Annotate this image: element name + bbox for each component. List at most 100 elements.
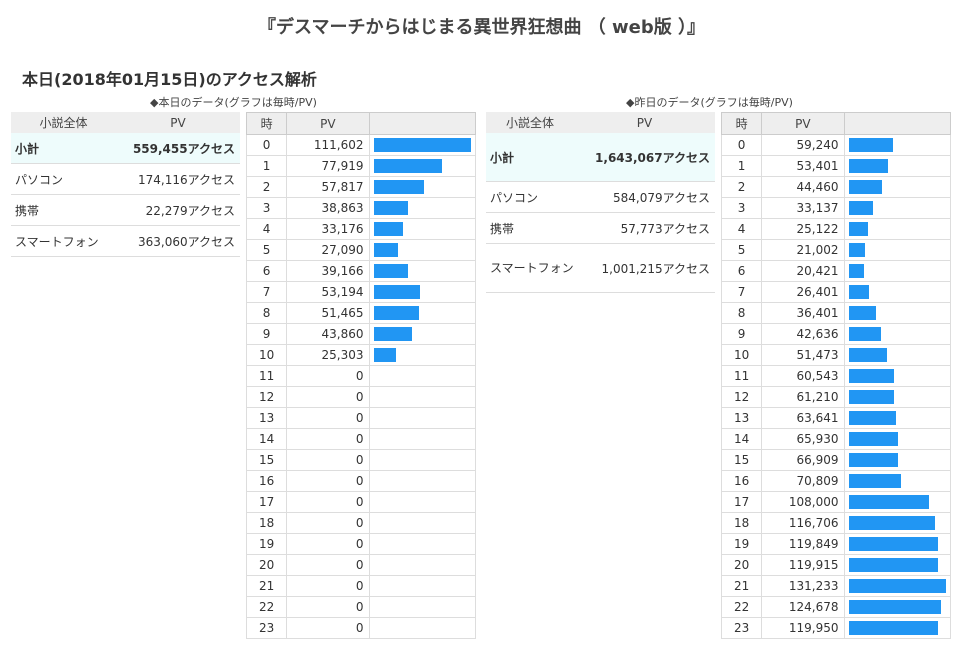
bar-cell xyxy=(843,512,952,534)
bar-cell xyxy=(368,470,477,492)
pv-cell: 124,678 xyxy=(761,596,845,618)
pv-cell: 0 xyxy=(286,470,370,492)
bar-cell xyxy=(368,512,477,534)
bar-cell xyxy=(843,533,952,555)
summary-value: 363,060アクセス xyxy=(116,225,240,257)
pv-cell: 33,176 xyxy=(286,218,370,240)
hour-cell: 7 xyxy=(245,281,288,303)
bar-cell xyxy=(368,386,477,408)
hour-cell: 6 xyxy=(245,260,288,282)
hourly-row: 13 0 xyxy=(245,407,477,429)
hour-cell: 3 xyxy=(720,197,763,219)
hour-cell: 18 xyxy=(245,512,288,534)
bar-cell xyxy=(368,596,477,618)
hour-cell: 17 xyxy=(245,491,288,513)
pv-bar xyxy=(373,159,442,173)
hourly-header-pv: PV xyxy=(286,112,370,135)
pv-cell: 116,706 xyxy=(761,512,845,534)
hourly-row: 11 60,543 xyxy=(720,365,952,387)
hour-cell: 21 xyxy=(245,575,288,597)
summary-label: パソコン xyxy=(11,163,116,195)
pv-cell: 0 xyxy=(286,575,370,597)
bar-cell xyxy=(843,260,952,282)
pv-bar xyxy=(373,180,424,194)
hourly-row: 9 42,636 xyxy=(720,323,952,345)
hour-cell: 21 xyxy=(720,575,763,597)
bar-cell xyxy=(843,176,952,198)
hour-cell: 4 xyxy=(245,218,288,240)
pv-cell: 63,641 xyxy=(761,407,845,429)
pv-cell: 53,194 xyxy=(286,281,370,303)
hour-cell: 18 xyxy=(720,512,763,534)
pv-bar xyxy=(848,138,893,152)
hourly-row: 10 25,303 xyxy=(245,344,477,366)
hourly-row: 23 0 xyxy=(245,617,477,639)
summary-value: 57,773アクセス xyxy=(574,212,715,244)
pv-cell: 38,863 xyxy=(286,197,370,219)
pv-cell: 119,849 xyxy=(761,533,845,555)
hourly-row: 8 51,465 xyxy=(245,302,477,324)
pv-bar xyxy=(848,600,941,614)
summary-value: 1,001,215アクセス xyxy=(574,243,715,293)
summary-row-smartphone: スマートフォン 1,001,215アクセス xyxy=(486,243,715,293)
hour-cell: 20 xyxy=(245,554,288,576)
hour-cell: 6 xyxy=(720,260,763,282)
pv-bar xyxy=(373,264,408,278)
summary-label: 小計 xyxy=(486,133,574,182)
yesterday-caption: ◆昨日のデータ(グラフは毎時/PV) xyxy=(626,96,793,109)
pv-bar xyxy=(848,201,873,215)
pv-cell: 44,460 xyxy=(761,176,845,198)
pv-cell: 0 xyxy=(286,596,370,618)
pv-cell: 36,401 xyxy=(761,302,845,324)
pv-cell: 0 xyxy=(286,554,370,576)
hourly-header-pv: PV xyxy=(761,112,845,135)
pv-cell: 0 xyxy=(286,365,370,387)
pv-cell: 57,817 xyxy=(286,176,370,198)
hour-cell: 12 xyxy=(245,386,288,408)
bar-cell xyxy=(368,554,477,576)
hourly-row: 1 53,401 xyxy=(720,155,952,177)
hourly-row: 19 119,849 xyxy=(720,533,952,555)
pv-cell: 0 xyxy=(286,533,370,555)
bar-cell xyxy=(368,155,477,177)
hourly-row: 12 61,210 xyxy=(720,386,952,408)
pv-cell: 111,602 xyxy=(286,134,370,156)
bar-cell xyxy=(843,239,952,261)
pv-bar xyxy=(373,348,396,362)
hourly-row: 9 43,860 xyxy=(245,323,477,345)
pv-bar xyxy=(848,432,898,446)
pv-cell: 27,090 xyxy=(286,239,370,261)
pv-cell: 0 xyxy=(286,407,370,429)
hour-cell: 7 xyxy=(720,281,763,303)
bar-cell xyxy=(843,218,952,240)
hour-cell: 8 xyxy=(245,302,288,324)
pv-cell: 119,915 xyxy=(761,554,845,576)
bar-cell xyxy=(843,470,952,492)
summary-label: 携帯 xyxy=(11,194,116,226)
bar-cell xyxy=(368,407,477,429)
bar-cell xyxy=(368,575,477,597)
hour-cell: 2 xyxy=(720,176,763,198)
pv-bar xyxy=(373,222,403,236)
hour-cell: 3 xyxy=(245,197,288,219)
hourly-row: 21 131,233 xyxy=(720,575,952,597)
hourly-row: 15 66,909 xyxy=(720,449,952,471)
pv-cell: 131,233 xyxy=(761,575,845,597)
pv-bar xyxy=(373,138,471,152)
bar-cell xyxy=(368,281,477,303)
bar-cell xyxy=(843,617,952,639)
hourly-row: 20 119,915 xyxy=(720,554,952,576)
page-title: 『デスマーチからはじまる異世界狂想曲 （ web版 ）』 xyxy=(258,17,705,38)
pv-bar xyxy=(373,306,419,320)
bar-cell xyxy=(368,302,477,324)
bar-cell xyxy=(368,365,477,387)
hourly-row: 5 21,002 xyxy=(720,239,952,261)
pv-cell: 66,909 xyxy=(761,449,845,471)
bar-cell xyxy=(368,197,477,219)
hourly-row: 2 57,817 xyxy=(245,176,477,198)
hour-cell: 19 xyxy=(720,533,763,555)
hour-cell: 12 xyxy=(720,386,763,408)
bar-cell xyxy=(843,134,952,156)
hour-cell: 4 xyxy=(720,218,763,240)
hour-cell: 16 xyxy=(720,470,763,492)
